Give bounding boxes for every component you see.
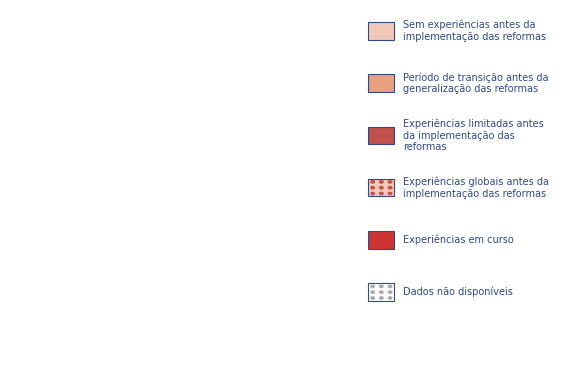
Text: Dados não disponíveis: Dados não disponíveis [403, 287, 513, 298]
Text: Experiências em curso: Experiências em curso [403, 235, 514, 245]
Text: Período de transição antes da
generalização das reformas: Período de transição antes da generaliza… [403, 72, 549, 94]
Text: Sem experiências antes da
implementação das reformas: Sem experiências antes da implementação … [403, 20, 546, 42]
Text: Experiências limitadas antes
da implementação das
reformas: Experiências limitadas antes da implemen… [403, 118, 544, 152]
Text: Experiências globais antes da
implementação das reformas: Experiências globais antes da implementa… [403, 176, 549, 199]
